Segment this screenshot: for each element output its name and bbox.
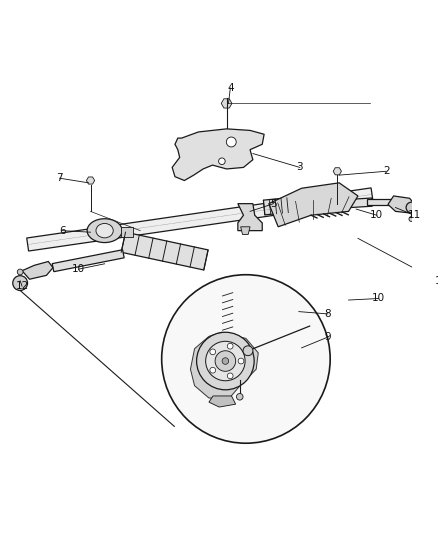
Polygon shape [121,232,208,270]
Polygon shape [240,227,250,235]
Polygon shape [263,198,288,215]
Circle shape [162,274,330,443]
Text: 10: 10 [370,210,383,220]
Polygon shape [22,262,53,279]
Polygon shape [172,129,264,181]
Text: 1: 1 [434,276,438,286]
Polygon shape [333,168,341,175]
Polygon shape [209,396,236,407]
Circle shape [206,341,245,381]
Text: 10: 10 [372,294,385,303]
Circle shape [227,343,233,349]
Text: 2: 2 [383,166,389,176]
Polygon shape [27,188,373,251]
Circle shape [13,276,28,290]
Text: 3: 3 [297,163,303,172]
Polygon shape [238,204,262,231]
Text: 9: 9 [325,332,331,342]
Circle shape [243,346,253,356]
Text: 8: 8 [325,309,331,319]
Circle shape [210,349,215,355]
Circle shape [215,351,236,372]
Polygon shape [191,332,258,398]
Polygon shape [52,250,124,272]
Circle shape [238,358,244,364]
Circle shape [197,332,254,390]
Text: 6: 6 [59,225,66,236]
Polygon shape [86,177,95,184]
Circle shape [17,269,23,275]
Polygon shape [269,183,358,227]
Polygon shape [221,99,232,108]
Text: 10: 10 [72,264,85,274]
Polygon shape [367,199,405,205]
Circle shape [227,373,233,379]
Circle shape [226,137,236,147]
Text: 11: 11 [408,210,421,220]
Polygon shape [388,196,416,213]
Circle shape [222,358,229,365]
Circle shape [409,216,414,222]
Polygon shape [346,198,372,208]
Text: 4: 4 [227,83,233,93]
Ellipse shape [87,219,122,243]
Polygon shape [223,289,233,330]
Circle shape [237,393,243,400]
Circle shape [219,158,225,165]
Circle shape [210,367,215,373]
Text: 12: 12 [15,281,28,291]
Circle shape [406,202,417,213]
Text: 7: 7 [56,173,63,183]
Polygon shape [121,227,133,237]
Text: 5: 5 [270,199,277,208]
Ellipse shape [96,223,113,238]
